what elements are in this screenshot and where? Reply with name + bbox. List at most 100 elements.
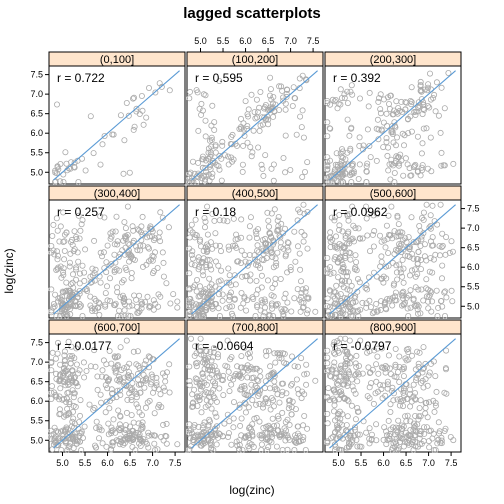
data-point: [225, 430, 232, 437]
data-point: [206, 177, 213, 184]
data-point: [63, 398, 70, 405]
data-point: [270, 177, 277, 184]
data-point: [402, 106, 409, 113]
data-point: [270, 312, 277, 319]
data-point: [146, 302, 153, 309]
data-point: [174, 441, 181, 448]
data-point: [126, 169, 133, 176]
data-point: [219, 297, 226, 304]
data-point: [339, 228, 346, 235]
data-point: [356, 235, 363, 242]
data-point: [392, 363, 399, 370]
panel-points: [52, 80, 173, 185]
data-point: [74, 249, 81, 256]
data-point: [266, 230, 273, 237]
data-point: [251, 252, 258, 259]
data-point: [247, 365, 254, 372]
panel-points: [48, 203, 181, 319]
data-point: [140, 242, 147, 249]
data-point: [324, 119, 331, 126]
data-point: [130, 95, 137, 102]
data-point: [142, 230, 149, 237]
data-point: [218, 267, 225, 274]
data-point: [433, 79, 440, 86]
data-point: [64, 411, 71, 418]
data-point: [232, 236, 239, 243]
data-point: [341, 395, 348, 402]
data-point: [94, 373, 101, 380]
data-point: [273, 262, 280, 269]
data-point: [335, 100, 342, 107]
data-point: [242, 98, 249, 105]
data-point: [53, 215, 60, 222]
data-point: [154, 264, 161, 271]
data-point: [281, 359, 288, 366]
panel-3: (200,300]r = 0.392: [324, 51, 462, 185]
data-point: [245, 392, 252, 399]
data-point: [393, 109, 400, 116]
data-point: [204, 355, 211, 362]
data-point: [200, 272, 207, 279]
panel-strip-label: (200,300]: [370, 54, 416, 66]
data-point: [117, 412, 124, 419]
data-point: [404, 412, 411, 419]
data-point: [186, 285, 193, 292]
data-point: [208, 405, 215, 412]
data-point: [225, 368, 232, 375]
data-point: [147, 223, 154, 230]
data-point: [274, 300, 281, 307]
data-point: [349, 439, 356, 446]
data-point: [301, 391, 308, 398]
data-point: [121, 440, 128, 447]
data-point: [375, 98, 382, 105]
data-point: [158, 403, 165, 410]
data-point: [90, 406, 97, 413]
data-point: [286, 421, 293, 428]
data-point: [93, 424, 100, 431]
data-point: [195, 394, 202, 401]
data-point: [298, 289, 305, 296]
data-point: [423, 424, 430, 431]
data-point: [430, 430, 437, 437]
data-point: [248, 91, 255, 98]
data-point: [338, 95, 345, 102]
data-point: [295, 438, 302, 445]
data-point: [261, 296, 268, 303]
data-point: [265, 223, 272, 230]
data-point: [186, 301, 193, 308]
data-point: [204, 231, 211, 238]
data-point: [72, 302, 79, 309]
data-point: [193, 288, 200, 295]
data-point: [48, 395, 55, 402]
data-point: [443, 347, 450, 354]
data-point: [266, 311, 273, 318]
correlation-label: r = 0.722: [57, 71, 105, 85]
data-point: [300, 238, 307, 245]
data-point: [400, 288, 407, 295]
data-point: [93, 418, 100, 425]
data-point: [411, 389, 418, 396]
data-point: [238, 383, 245, 390]
data-point: [236, 404, 243, 411]
data-point: [281, 295, 288, 302]
data-point: [65, 378, 72, 385]
data-point: [411, 109, 418, 116]
tick-label: 7.0: [30, 89, 43, 99]
data-point: [258, 446, 265, 453]
data-point: [99, 440, 106, 447]
data-point: [243, 307, 250, 314]
data-point: [376, 232, 383, 239]
data-point: [324, 165, 331, 172]
data-point: [430, 446, 437, 453]
data-point: [97, 161, 104, 168]
data-point: [385, 212, 392, 219]
data-point: [86, 401, 93, 408]
data-point: [274, 391, 281, 398]
data-point: [105, 420, 112, 427]
data-point: [241, 399, 248, 406]
data-point: [449, 248, 456, 255]
data-point: [197, 335, 204, 342]
data-point: [142, 377, 149, 384]
data-point: [160, 259, 167, 266]
data-point: [425, 305, 432, 312]
